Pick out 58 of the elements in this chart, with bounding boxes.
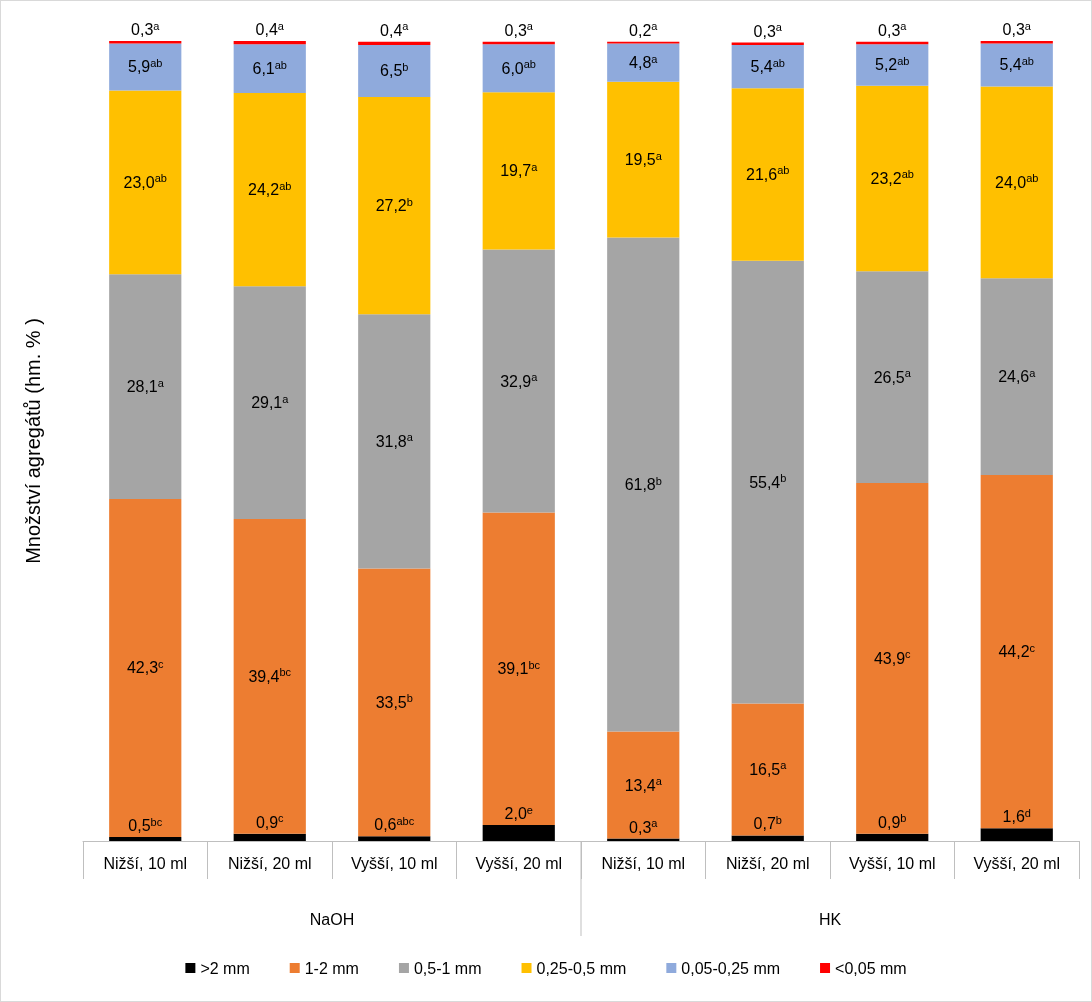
bar	[607, 81, 680, 238]
bar	[731, 45, 804, 89]
bar	[856, 85, 929, 272]
text: HK	[818, 910, 842, 928]
bar	[233, 518, 306, 834]
bar	[482, 512, 555, 826]
legend-label: 0,25-0,5 mm	[536, 959, 627, 977]
x-tick-label: Vyšší, 20 ml	[973, 854, 1061, 872]
x-tick-label: Nižší, 20 ml	[725, 854, 810, 872]
bar	[233, 41, 306, 45]
bar	[482, 249, 555, 513]
bar	[980, 828, 1053, 841]
text: NaOH	[309, 910, 355, 928]
bar	[980, 278, 1053, 475]
bar	[109, 43, 182, 91]
x-tick-label: Nižší, 10 ml	[601, 854, 686, 872]
bar	[233, 833, 306, 841]
y-axis-title: Množství agregátů (hm. % )	[22, 318, 44, 564]
bar	[109, 274, 182, 499]
bar	[482, 92, 555, 250]
bar	[731, 260, 804, 704]
bar	[856, 271, 929, 483]
bar	[856, 482, 929, 834]
legend-label: 0,05-0,25 mm	[681, 959, 781, 977]
bar	[109, 837, 182, 841]
legend-label: 1-2 mm	[304, 959, 359, 977]
legend-label: 0,5-1 mm	[413, 959, 482, 977]
bar	[731, 703, 804, 836]
bar	[358, 314, 431, 569]
bar	[607, 731, 680, 839]
bar	[233, 44, 306, 93]
x-tick-label: Vyšší, 10 ml	[848, 854, 936, 872]
bar	[482, 44, 555, 93]
bar	[109, 498, 182, 837]
legend-label: <0,05 mm	[835, 959, 907, 977]
bar	[233, 286, 306, 519]
bar	[856, 833, 929, 841]
bar	[980, 474, 1053, 829]
bar	[358, 568, 431, 837]
bar	[731, 835, 804, 841]
bar	[607, 237, 680, 732]
bar	[856, 44, 929, 86]
x-tick-label: Vyšší, 10 ml	[350, 854, 438, 872]
bar	[482, 825, 555, 841]
x-tick-label: Nižší, 10 ml	[103, 854, 188, 872]
bar	[607, 43, 680, 82]
x-tick-label: Vyšší, 20 ml	[475, 854, 563, 872]
bar	[980, 86, 1053, 279]
bar	[358, 45, 431, 97]
bar	[109, 90, 182, 275]
bar	[731, 88, 804, 261]
bar	[358, 96, 431, 315]
x-tick-label: Nižší, 20 ml	[227, 854, 312, 872]
bar	[233, 92, 306, 287]
bar	[358, 41, 431, 45]
bar	[980, 43, 1053, 87]
bar	[358, 836, 431, 841]
legend-label: >2 mm	[200, 959, 250, 977]
